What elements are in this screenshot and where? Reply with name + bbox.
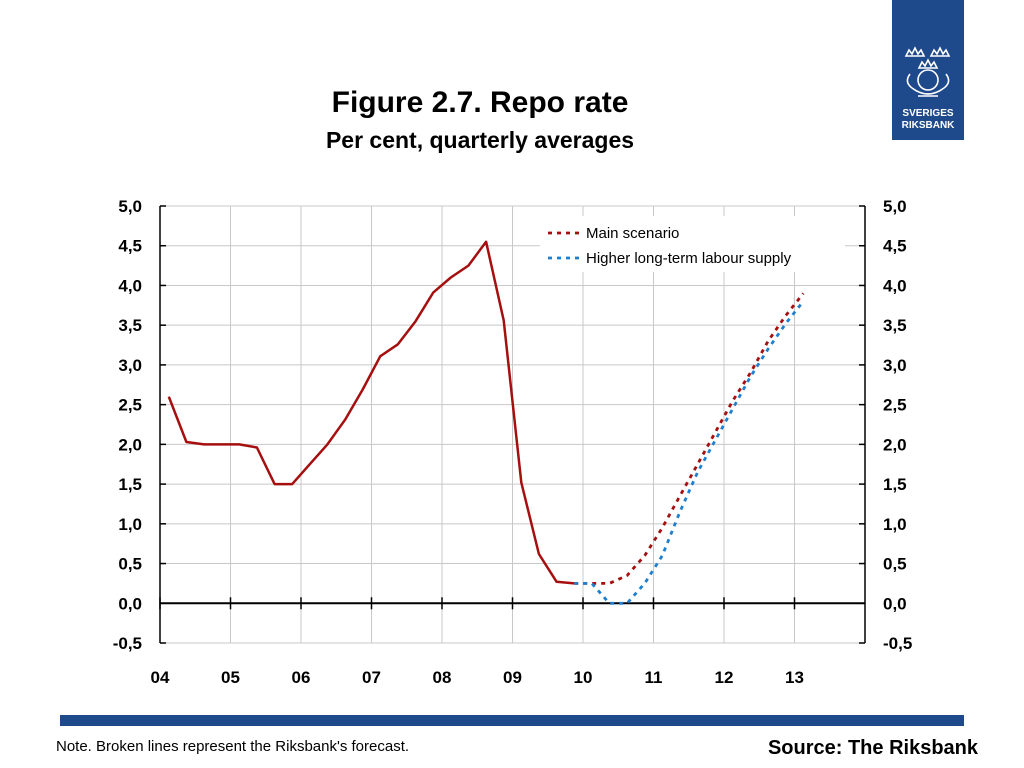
y-tick-label-left: 4,5 [118, 237, 142, 256]
y-tick-label-right: 4,5 [883, 237, 907, 256]
x-tick-label: 12 [715, 668, 734, 687]
y-tick-label-left: 5,0 [118, 197, 142, 216]
chart-title: Figure 2.7. Repo rate [331, 86, 629, 119]
x-tick-label: 10 [574, 668, 593, 687]
x-tick-label: 11 [645, 668, 663, 687]
y-tick-label-left: 3,5 [118, 316, 142, 335]
repo-rate-chart: 5,0 5,0 4,5 4,5 4,0 4,0 3,5 3,5 3,0 3,0 2,5 2,5 2,0 2… [113, 197, 913, 687]
footer-source: Source: The Riksbank [767, 737, 978, 759]
y-tick-label-left: 1,5 [118, 475, 142, 494]
y-tick-label-left: -0,5 [113, 634, 142, 653]
series-layer [167, 240, 805, 605]
y-tick-label-right: -0,5 [883, 634, 912, 653]
series-line-1 [574, 292, 805, 585]
chart-subtitle: Per cent, quarterly averages [325, 127, 635, 153]
x-tick-label: 07 [362, 668, 381, 687]
x-tick-label: 13 [785, 668, 804, 687]
footer-note: Note. Broken lines represent the Riksban… [56, 738, 410, 755]
y-tick-label-left: 3,0 [118, 356, 142, 375]
y-tick-label-left: 1,0 [118, 515, 142, 534]
y-tick-label-right: 0,0 [883, 594, 907, 613]
y-tick-label-right: 5,0 [883, 197, 907, 216]
y-tick-label-right: 3,5 [883, 316, 907, 335]
x-tick-label: 05 [221, 668, 240, 687]
x-tick-label: 04 [151, 668, 170, 687]
y-tick-label-left: 2,5 [118, 396, 142, 415]
legend-label: Main scenario [586, 225, 679, 242]
series-line-0 [167, 240, 575, 585]
y-tick-label-right: 3,0 [883, 356, 907, 375]
y-tick-label-left: 0,0 [118, 594, 142, 613]
series-line-2 [574, 300, 805, 605]
y-tick-label-left: 2,0 [118, 435, 142, 454]
logo-text-line1: SVERIGES [902, 108, 954, 119]
legend: Main scenario Higher long-term labour sup… [540, 216, 845, 272]
legend-box [540, 216, 845, 272]
y-tick-label-right: 0,5 [883, 555, 907, 574]
y-tick-label-right: 1,5 [883, 475, 907, 494]
x-tick-label: 09 [503, 668, 522, 687]
axis-layer: 5,0 5,0 4,5 4,5 4,0 4,0 3,5 3,5 3,0 3,0 2,5 2,5 2,0 2… [113, 197, 913, 687]
y-tick-label-left: 0,5 [118, 555, 142, 574]
y-tick-label-left: 4,0 [118, 276, 142, 295]
y-tick-label-right: 1,0 [883, 515, 907, 534]
footer-bar [60, 715, 964, 726]
crown-seal-icon [904, 46, 951, 97]
logo-text-line2: RIKSBANK [901, 120, 955, 131]
riksbank-logo: SVERIGES RIKSBANK [892, 0, 964, 140]
y-tick-label-right: 2,5 [883, 396, 907, 415]
y-tick-label-right: 2,0 [883, 435, 907, 454]
legend-label: Higher long-term labour supply [586, 250, 792, 267]
x-tick-label: 08 [433, 668, 452, 687]
x-tick-label: 06 [292, 668, 311, 687]
y-tick-label-right: 4,0 [883, 276, 907, 295]
